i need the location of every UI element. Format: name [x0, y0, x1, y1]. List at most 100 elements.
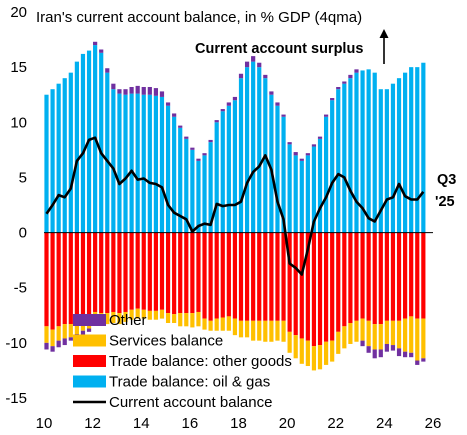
bar-other-goods [390, 232, 396, 321]
bar-group [311, 144, 317, 371]
legend-item: Current account balance [73, 394, 272, 411]
bar-group [384, 89, 389, 352]
bar-services [244, 320, 250, 338]
bar-services [105, 313, 110, 325]
bar-oil-gas [105, 72, 110, 233]
bar-other-goods [220, 232, 225, 318]
bar-other [421, 358, 426, 362]
bar-other [257, 62, 262, 68]
bar-group [196, 158, 201, 327]
bar-services [299, 338, 304, 364]
y-tick-label: 15 [10, 59, 27, 76]
bar-other [287, 142, 292, 145]
bar-oil-gas [129, 93, 134, 233]
bar-oil-gas [184, 138, 189, 233]
bar-other-goods [214, 232, 219, 319]
legend-label: Other [109, 312, 147, 329]
legend-item: Other [73, 312, 147, 329]
bar-services [153, 310, 159, 320]
bar-services [214, 318, 219, 331]
bar-other [99, 49, 104, 53]
bar-other [409, 352, 414, 358]
surplus-annotation: Current account surplus [195, 41, 363, 57]
bar-group [159, 91, 165, 319]
bar-group [129, 86, 134, 320]
bar-group [323, 114, 329, 365]
bar-group [415, 67, 420, 365]
bar-services [354, 320, 359, 342]
bar-other [360, 340, 365, 347]
bar-other-goods [396, 232, 402, 321]
bar-services [238, 320, 244, 338]
stacked-bars [44, 41, 426, 371]
legend-label: Services balance [109, 333, 223, 350]
bar-other-goods [330, 232, 335, 341]
bar-group [342, 81, 347, 349]
bar-other-goods [244, 232, 250, 321]
bar-other-goods [62, 232, 67, 325]
x-tick-label: 24 [376, 415, 393, 432]
bar-other [220, 109, 225, 112]
bar-other [147, 86, 152, 95]
legend-item: Services balance [73, 333, 223, 350]
bar-group [178, 125, 183, 327]
bar-services [336, 331, 341, 354]
bar-group [147, 86, 152, 320]
bar-other [153, 88, 159, 96]
bar-other [208, 139, 213, 143]
bar-services [68, 324, 73, 338]
bar-other [226, 102, 231, 106]
legend-swatch [73, 355, 106, 367]
bar-other [263, 74, 268, 79]
bar-other [366, 346, 371, 353]
bar-other-goods [111, 232, 116, 312]
bar-other-goods [348, 232, 353, 324]
bar-other-goods [360, 232, 365, 319]
bar-group [50, 89, 55, 352]
bar-services [202, 318, 207, 330]
bar-oil-gas [403, 72, 408, 233]
y-axis-ticks: 20 15 10 5 0 -5 -10 -15 [5, 4, 27, 407]
bar-services [360, 318, 365, 341]
bar-other-goods [384, 232, 389, 321]
bar-other [293, 152, 298, 156]
chart-title: Iran's current account balance, in % GDP… [36, 9, 362, 26]
bar-other-goods [184, 232, 189, 314]
bar-other [342, 81, 347, 84]
bar-services [396, 320, 402, 349]
bar-services [129, 309, 134, 320]
bar-oil-gas [208, 142, 213, 233]
bar-oil-gas [390, 83, 396, 233]
bar-other-goods [80, 232, 86, 319]
bar-oil-gas [220, 111, 225, 233]
bar-group [135, 85, 140, 319]
bar-other-goods [354, 232, 359, 321]
bar-other-goods [68, 232, 73, 325]
bar-oil-gas [342, 83, 347, 233]
bar-other-goods [50, 232, 55, 330]
current-account-line [45, 136, 425, 276]
bar-group [208, 139, 213, 331]
bar-other [317, 136, 323, 139]
bar-oil-gas [360, 70, 365, 233]
bar-services [366, 320, 371, 347]
bar-other [311, 144, 317, 147]
bar-oil-gas [269, 94, 274, 233]
bar-group [421, 62, 426, 362]
bar-group [62, 78, 67, 346]
bar-services [56, 326, 61, 341]
bar-group [153, 88, 159, 320]
bar-other [323, 114, 329, 117]
x-tick-label: 20 [279, 415, 296, 432]
bar-other-goods [415, 232, 420, 319]
legend-item: Trade balance: other goods [73, 353, 292, 370]
bar-oil-gas [80, 53, 86, 233]
bar-oil-gas [336, 89, 341, 233]
bar-other-goods [317, 232, 323, 346]
bar-other-goods [342, 232, 347, 327]
bar-other [378, 349, 383, 358]
bar-group [214, 120, 219, 331]
bar-other-goods [135, 232, 140, 309]
bar-oil-gas [384, 89, 389, 233]
bar-services [257, 320, 262, 341]
